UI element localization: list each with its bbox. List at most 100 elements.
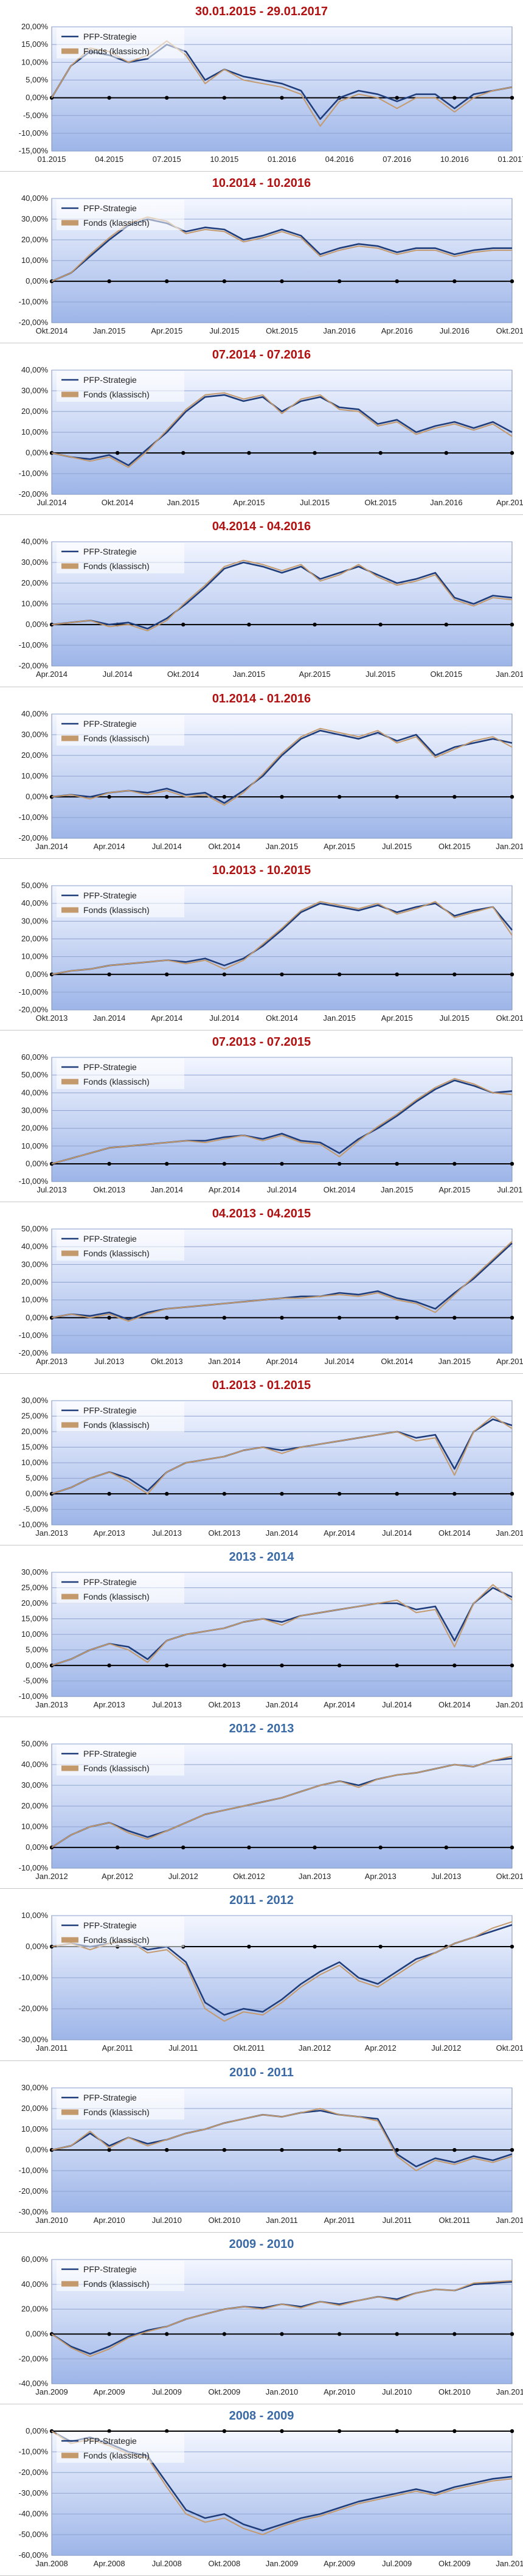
- series-line-fund: [51, 1415, 513, 1495]
- y-tick-label: -20,00%: [19, 2354, 49, 2363]
- x-tick-label: Apr.2013: [365, 1872, 397, 1881]
- y-tick-label: -10,00%: [19, 1692, 49, 1701]
- x-tick-label: Jan.2010: [496, 2559, 523, 2568]
- x-tick-marker: [378, 623, 383, 627]
- chart-title: 04.2014 - 04.2016: [212, 520, 311, 534]
- x-tick-marker: [313, 451, 317, 455]
- x-tick-marker: [107, 1491, 111, 1496]
- x-tick-marker: [165, 794, 169, 799]
- x-tick-marker: [313, 1846, 317, 1850]
- x-tick-marker: [510, 623, 514, 627]
- y-tick-label: 30,00%: [21, 730, 48, 739]
- y-tick-label: 30,00%: [21, 1780, 48, 1790]
- x-tick-label: Apr.2015: [299, 670, 331, 679]
- chart-panel: 2011 - 2012 10,00% 0,00% -10,00% -20,00% -30,…: [0, 1889, 523, 2061]
- x-tick-label: Jul.2014: [267, 1185, 297, 1194]
- y-tick-label: -30,00%: [19, 2488, 49, 2497]
- y-tick-label: 40,00%: [21, 1242, 48, 1251]
- legend-label: PFP-Strategie: [83, 891, 137, 900]
- y-tick-label: -5,00%: [23, 111, 49, 120]
- legend: PFP-Strategie Fonds (klassisch): [57, 1573, 185, 1605]
- x-tick-marker: [510, 1161, 514, 1166]
- x-tick-label: Okt.2013: [496, 1872, 523, 1881]
- y-tick-label: 10,00%: [21, 1911, 48, 1920]
- x-tick-label: Jan.2015: [233, 670, 265, 679]
- y-tick-label: 10,00%: [21, 771, 48, 780]
- line-chart: 0,00% -10,00% -20,00% -30,00% -40,00% -50,00%…: [19, 2426, 523, 2568]
- x-tick-label: Jul.2016: [440, 326, 469, 335]
- y-tick-label: 0,00%: [26, 93, 48, 102]
- line-chart: 30,00% 25,00% 20,00% 15,00% 10,00% 5,00% 0,00%…: [19, 1567, 523, 1709]
- x-tick-marker: [510, 1491, 514, 1496]
- y-tick-label: 10,00%: [21, 599, 48, 608]
- legend: PFP-Strategie Fonds (klassisch): [57, 27, 185, 58]
- x-tick-marker: [452, 279, 457, 284]
- legend-label: Fonds (klassisch): [83, 1077, 150, 1087]
- x-tick-label: Apr.2016: [381, 326, 413, 335]
- x-tick-marker: [395, 96, 399, 100]
- legend: PFP-Strategie Fonds (klassisch): [57, 715, 185, 746]
- y-tick-label: 60,00%: [21, 1052, 48, 1062]
- x-tick-marker: [165, 279, 169, 284]
- y-tick-label: -20,00%: [19, 318, 49, 327]
- series-line-fund: [51, 40, 513, 127]
- line-chart: 40,00% 30,00% 20,00% 10,00% 0,00% -10,00% -20,…: [19, 537, 523, 679]
- x-tick-label: Apr.2014: [151, 1013, 182, 1023]
- x-tick-label: Jul.2015: [440, 1013, 469, 1023]
- legend: PFP-Strategie Fonds (klassisch): [57, 1917, 185, 1948]
- y-tick-label: 15,00%: [21, 1614, 48, 1623]
- x-tick-marker: [280, 2429, 284, 2434]
- y-tick-label: 20,00%: [21, 934, 48, 943]
- x-tick-label: Jul.2013: [152, 1700, 182, 1709]
- x-tick-label: Jul.2011: [383, 2216, 412, 2225]
- x-tick-marker: [222, 2331, 227, 2336]
- x-tick-label: Apr.2015: [233, 498, 265, 507]
- x-tick-marker: [444, 1846, 449, 1850]
- x-tick-label: Jan.2012: [35, 1872, 68, 1881]
- x-tick-marker: [107, 972, 111, 976]
- chart-panel: 2008 - 2009 0,00% -10,00% -20,00% -30,00% -40…: [0, 2404, 523, 2576]
- y-tick-label: -10,00%: [19, 2447, 49, 2456]
- legend-label: Fonds (klassisch): [83, 2451, 150, 2460]
- x-tick-marker: [510, 1315, 514, 1320]
- y-tick-label: 5,00%: [26, 1474, 48, 1483]
- y-tick-label: 20,00%: [21, 235, 48, 244]
- chart-title: 30.01.2015 - 29.01.2017: [195, 5, 328, 18]
- legend-label: PFP-Strategie: [83, 1577, 137, 1587]
- y-tick-label: 0,00%: [26, 1489, 48, 1498]
- x-tick-marker: [165, 1315, 169, 1320]
- x-tick-marker: [510, 96, 514, 100]
- x-tick-label: Jan.2013: [299, 1872, 331, 1881]
- series-line-strategy: [51, 1418, 513, 1495]
- x-tick-marker: [452, 2429, 457, 2434]
- x-tick-label: Okt.2014: [209, 842, 241, 851]
- x-tick-marker: [247, 1945, 251, 1949]
- x-tick-marker: [395, 1315, 399, 1320]
- x-tick-marker: [337, 2429, 342, 2434]
- y-tick-label: -15,00%: [19, 146, 49, 155]
- y-tick-label: 0,00%: [26, 1661, 48, 1670]
- x-tick-label: Jan.2010: [35, 2216, 68, 2225]
- y-tick-label: -10,00%: [19, 1973, 49, 1983]
- y-tick-label: -10,00%: [19, 2166, 49, 2175]
- x-tick-label: Okt.2013: [93, 1185, 125, 1194]
- x-tick-label: 01.2017: [498, 155, 523, 164]
- x-tick-marker: [280, 2147, 284, 2152]
- y-tick-label: 0,00%: [26, 2426, 48, 2435]
- chart-panel: 30.01.2015 - 29.01.2017 20,00% 15,00% 10,00…: [0, 0, 523, 172]
- x-tick-marker: [165, 1664, 169, 1668]
- x-tick-label: 01.2016: [268, 155, 296, 164]
- legend-label: Fonds (klassisch): [83, 1592, 150, 1601]
- x-tick-label: Okt.2015: [364, 498, 397, 507]
- y-tick-label: 10,00%: [21, 2124, 48, 2133]
- y-tick-label: 50,00%: [21, 1739, 48, 1748]
- chart-panel: 07.2014 - 07.2016 40,00% 30,00% 20,00% 10,00…: [0, 343, 523, 516]
- y-tick-label: -10,00%: [19, 1177, 49, 1186]
- x-tick-marker: [395, 1491, 399, 1496]
- x-tick-marker: [452, 1315, 457, 1320]
- x-tick-marker: [107, 1315, 111, 1320]
- x-tick-label: Apr.2012: [365, 2044, 397, 2053]
- x-tick-marker: [115, 451, 120, 455]
- x-tick-label: Apr.2011: [102, 2044, 133, 2053]
